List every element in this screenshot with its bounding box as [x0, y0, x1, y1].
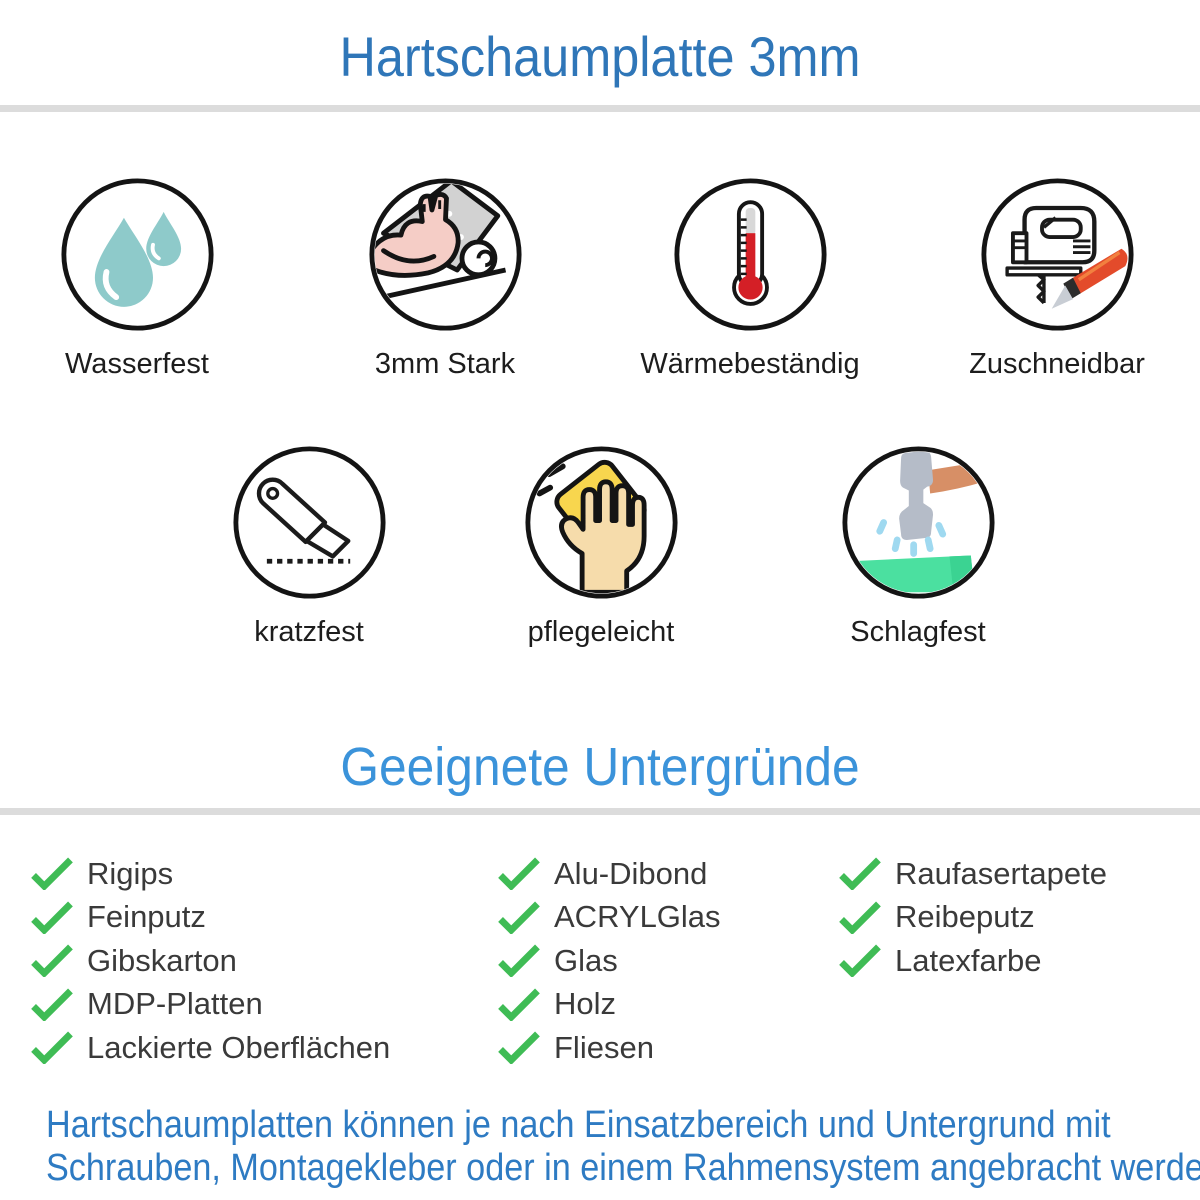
substrate-label: Raufasertapete	[895, 855, 1107, 891]
list-item: Glas	[497, 939, 721, 983]
check-icon	[498, 901, 540, 934]
substrate-label: Lackierte Oberflächen	[87, 1029, 391, 1065]
check-icon	[31, 901, 73, 934]
check-icon	[498, 1031, 540, 1065]
substrate-label: Glas	[554, 942, 618, 978]
check-icon	[839, 944, 881, 978]
utility-knife-icon	[232, 446, 386, 599]
list-item: Rigips	[30, 852, 390, 896]
substrate-label: Alu-Dibond	[554, 855, 708, 891]
substrate-label: ACRYLGlas	[554, 899, 721, 935]
feature-pflegeleicht: pflegeleicht	[471, 445, 731, 649]
feature-label: kratzfest	[254, 616, 364, 648]
feature-wasserfest: Wasserfest	[7, 177, 267, 381]
check-icon	[498, 988, 540, 1021]
substrate-label: MDP-Platten	[87, 986, 263, 1022]
feature-label: Zuschneidbar	[969, 348, 1145, 380]
list-item: Holz	[497, 983, 721, 1027]
hammer-icon	[841, 446, 995, 599]
footer-note: Hartschaumplatten können je nach Einsatz…	[46, 1104, 1200, 1190]
footer-line-2: Schrauben, Montagekleber oder in einem R…	[46, 1147, 1200, 1189]
list-item: Alu-Dibond	[497, 852, 721, 896]
water-drops-icon	[60, 178, 214, 331]
feature-label: Wärmebeständig	[640, 348, 860, 380]
substrate-label: Fliesen	[554, 1029, 654, 1065]
feature-3mm-stark: 3mm Stark	[315, 177, 575, 381]
divider-middle	[0, 808, 1200, 815]
check-icon	[498, 857, 540, 891]
feature-schlagfest: Schlagfest	[788, 445, 1048, 649]
substrate-label: Latexfarbe	[895, 942, 1042, 978]
list-item: Feinputz	[30, 896, 390, 940]
list-item: Fliesen	[497, 1026, 721, 1070]
list-item: ACRYLGlas	[497, 896, 721, 940]
check-icon	[839, 857, 881, 891]
feature-label: Wasserfest	[65, 348, 209, 380]
check-icon	[839, 901, 881, 934]
check-icon	[31, 944, 73, 978]
feature-zuschneidbar: Zuschneidbar	[927, 177, 1187, 381]
list-item: Latexfarbe	[838, 939, 1107, 983]
feature-waermebestaendig: Wärmebeständig	[620, 177, 880, 381]
check-icon	[31, 988, 73, 1021]
section-title: Geeignete Untergründe	[340, 737, 860, 797]
muscle-arm-icon	[368, 178, 522, 331]
jigsaw-icon	[980, 178, 1134, 331]
divider-top	[0, 105, 1200, 112]
list-item: Lackierte Oberflächen	[30, 1026, 390, 1070]
substrate-column-3: Raufasertapete Reibeputz Latexfarbe	[838, 852, 1107, 983]
footer-line-1: Hartschaumplatten können je nach Einsatz…	[46, 1104, 1111, 1146]
list-item: Reibeputz	[838, 896, 1107, 940]
substrate-column-2: Alu-Dibond ACRYLGlas Glas Holz Fliesen	[497, 852, 721, 1070]
check-icon	[498, 944, 540, 978]
check-icon	[31, 1031, 73, 1065]
list-item: Raufasertapete	[838, 852, 1107, 896]
thermometer-icon	[673, 178, 827, 331]
substrate-label: Gibskarton	[87, 942, 237, 978]
wipe-hand-icon	[524, 446, 678, 599]
list-item: Gibskarton	[30, 939, 390, 983]
substrate-label: Rigips	[87, 855, 174, 891]
list-item: MDP-Platten	[30, 983, 390, 1027]
feature-label: 3mm Stark	[374, 348, 516, 380]
feature-kratzfest: kratzfest	[179, 445, 439, 649]
feature-label: pflegeleicht	[527, 616, 675, 648]
check-icon	[31, 857, 73, 891]
feature-label: Schlagfest	[850, 616, 986, 648]
substrate-label: Feinputz	[87, 899, 206, 935]
substrate-label: Reibeputz	[895, 899, 1035, 935]
substrate-column-1: Rigips Feinputz Gibskarton MDP-Platten L…	[30, 852, 390, 1070]
page-title: Hartschaumplatte 3mm	[339, 25, 861, 88]
substrate-label: Holz	[554, 986, 617, 1022]
